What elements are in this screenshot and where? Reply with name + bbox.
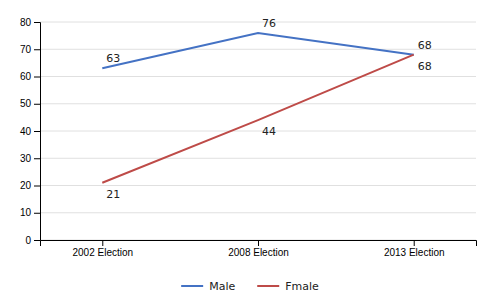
- y-tick-label: 70: [20, 44, 32, 55]
- marks: [102, 33, 413, 183]
- series-line: [102, 55, 413, 183]
- y-tick-mark: [34, 158, 40, 159]
- y-tick: 0: [25, 235, 40, 246]
- y-tick: 40: [20, 126, 40, 137]
- y-axis: 0 10 20 30 40 50 60 70 80: [20, 17, 41, 246]
- grid-line: [40, 49, 476, 50]
- series-line: [102, 33, 413, 68]
- y-tick: 10: [20, 207, 40, 218]
- data-label: 76: [262, 17, 276, 30]
- legend-swatch: [181, 285, 203, 287]
- y-tick: 20: [20, 180, 40, 191]
- data-label: 68: [418, 39, 432, 52]
- y-tick: 30: [20, 153, 40, 164]
- y-tick-label: 40: [20, 126, 32, 137]
- y-tick-label: 0: [25, 235, 31, 246]
- grid-line: [40, 22, 476, 23]
- grid-line: [40, 185, 476, 186]
- y-tick-mark: [34, 49, 40, 50]
- x-tick-mark: [102, 240, 103, 246]
- legend: Male Fmale: [181, 280, 319, 293]
- grid-line: [40, 131, 476, 132]
- y-tick-label: 80: [20, 17, 32, 28]
- x-axis-line: [41, 241, 477, 247]
- y-tick-label: 60: [20, 71, 32, 82]
- x-axis: 2002 Election 2008 Election 2013 Election: [41, 240, 477, 258]
- x-tick: 2013 Election: [384, 240, 445, 258]
- grid-line: [40, 103, 476, 104]
- y-axis-line: [34, 23, 41, 241]
- data-label: 21: [106, 188, 120, 201]
- y-tick-label: 10: [20, 207, 32, 218]
- data-label: 44: [262, 125, 276, 138]
- y-tick-mark: [34, 213, 40, 214]
- y-tick: 70: [20, 44, 40, 55]
- y-tick-mark: [34, 240, 40, 241]
- legend-item: Male: [181, 280, 235, 293]
- data-label: 63: [106, 52, 120, 65]
- legend-swatch: [257, 285, 279, 287]
- grid-line: [40, 158, 476, 159]
- grid-line: [40, 212, 476, 213]
- legend-label: Male: [209, 280, 235, 293]
- grid-line: [40, 76, 476, 77]
- data-labels: 63 76 68 21 44 68: [106, 17, 431, 201]
- x-tick: 2002 Election: [72, 240, 133, 258]
- y-tick: 60: [20, 71, 40, 82]
- x-tick-label: 2008 Election: [228, 247, 289, 258]
- legend-label: Fmale: [285, 280, 319, 293]
- y-tick-label: 50: [20, 98, 32, 109]
- y-tick-mark: [34, 131, 40, 132]
- y-tick-mark: [34, 77, 40, 78]
- x-tick-label: 2002 Election: [72, 247, 133, 258]
- chart: 0 10 20 30 40 50 60 70 80 2002 Election 2008 Elect…: [0, 0, 500, 302]
- y-tick-label: 20: [20, 180, 32, 191]
- legend-item: Fmale: [257, 280, 319, 293]
- x-tick-mark: [258, 240, 259, 246]
- x-tick-label: 2013 Election: [384, 247, 445, 258]
- y-tick-mark: [34, 186, 40, 187]
- plot: 0 10 20 30 40 50 60 70 80 2002 Election 2008 Elect…: [20, 17, 477, 258]
- y-tick-mark: [34, 104, 40, 105]
- y-tick: 50: [20, 98, 40, 109]
- x-tick-mark: [414, 240, 415, 246]
- x-tick: 2008 Election: [228, 240, 289, 258]
- data-label: 68: [418, 60, 432, 73]
- y-tick: 80: [20, 17, 40, 28]
- y-tick-mark: [34, 22, 40, 23]
- grid: [40, 22, 476, 240]
- y-tick-label: 30: [20, 153, 32, 164]
